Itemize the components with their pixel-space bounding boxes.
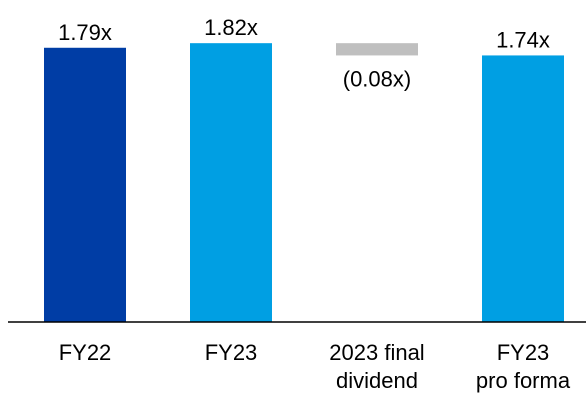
value-labels-group: 1.79x 1.82x (0.08x) 1.74x — [58, 15, 550, 91]
value-label-2: 1.82x — [204, 15, 258, 40]
value-label-4: 1.74x — [496, 27, 550, 52]
bar-3 — [336, 43, 418, 56]
category-label-1-line-1: FY22 — [59, 340, 112, 365]
bar-2 — [190, 43, 272, 323]
category-label-3-line-1: 2023 final — [329, 340, 424, 365]
category-label-2-line-1: FY23 — [205, 340, 258, 365]
category-labels-group: FY22 FY23 2023 final dividend FY23 pro forma — [59, 340, 571, 393]
category-label-3-line-2: dividend — [336, 368, 418, 393]
category-label-4-line-2: pro forma — [476, 368, 571, 393]
value-label-1: 1.79x — [58, 20, 112, 45]
bars-group — [44, 43, 564, 323]
category-label-4-line-1: FY23 — [497, 340, 550, 365]
bar-1 — [44, 47, 126, 322]
bar-4 — [482, 55, 564, 322]
value-label-3: (0.08x) — [343, 66, 411, 91]
